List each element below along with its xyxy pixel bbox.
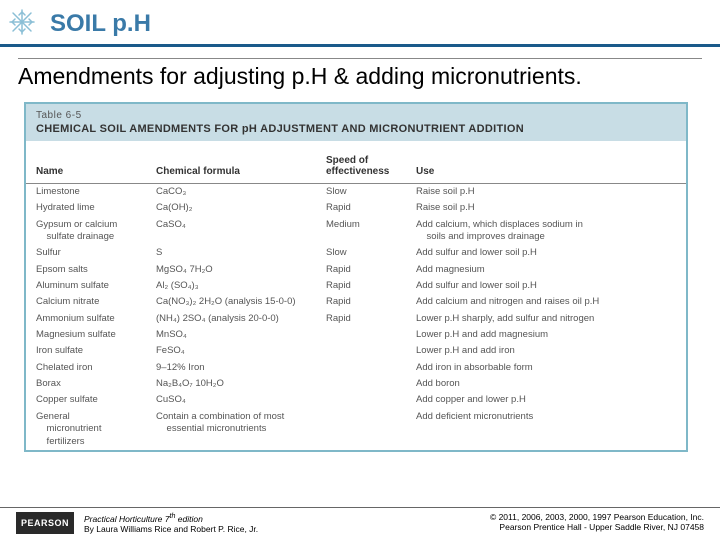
table-row: Aluminum sulfateAl₂ (SO₄)₃RapidAdd sulfu… [26,278,686,294]
cell-name: Aluminum sulfate [26,278,146,294]
table-row: Chelated iron9–12% Iron Add iron in absor… [26,360,686,376]
cell-speed [316,376,406,392]
cell-use: Add deficient micronutrients [406,409,686,450]
book-title: Practical Horticulture 7th edition [84,514,203,524]
cell-speed: Medium [316,217,406,246]
cell-formula: MnSO₄ [146,327,316,343]
cell-name: Epsom salts [26,262,146,278]
cell-formula: Na₂B₄O₇ 10H₂O [146,376,316,392]
cell-speed: Rapid [316,262,406,278]
footer-right: © 2011, 2006, 2003, 2000, 1997 Pearson E… [490,512,704,532]
col-header-name: Name [26,141,146,184]
cell-speed [316,392,406,408]
cell-name: Hydrated lime [26,200,146,216]
cell-name: Chelated iron [26,360,146,376]
table-row: BoraxNa₂B₄O₇ 10H₂O Add boron [26,376,686,392]
content-area: Amendments for adjusting p.H & adding mi… [0,47,720,452]
pearson-logo: PEARSON [16,512,74,534]
table-row: Copper sulfateCuSO₄ Add copper and lower … [26,392,686,408]
cell-speed: Slow [316,184,406,201]
table-row: Gypsum or calcium sulfate drainageCaSO₄M… [26,217,686,246]
snowflake-icon [8,8,36,36]
cell-speed: Rapid [316,200,406,216]
table-header-row: Name Chemical formula Speed of effective… [26,141,686,184]
table-row: General micronutrient fertilizersContain… [26,409,686,450]
cell-use: Raise soil p.H [406,184,686,201]
cell-speed: Rapid [316,311,406,327]
cell-use: Raise soil p.H [406,200,686,216]
table-row: Iron sulfateFeSO₄ Lower p.H and add iron [26,343,686,359]
title-bar: SOIL p.H [0,0,720,47]
cell-formula: (NH₄) 2SO₄ (analysis 20-0-0) [146,311,316,327]
col-header-speed: Speed of effectiveness [316,141,406,184]
table-title: CHEMICAL SOIL AMENDMENTS FOR pH ADJUSTME… [36,123,676,135]
cell-speed [316,327,406,343]
table-row: Magnesium sulfateMnSO₄ Lower p.H and add … [26,327,686,343]
cell-formula: CuSO₄ [146,392,316,408]
cell-use: Add sulfur and lower soil p.H [406,278,686,294]
cell-name: Ammonium sulfate [26,311,146,327]
col-header-formula: Chemical formula [146,141,316,184]
table-row: Hydrated limeCa(OH)₂RapidRaise soil p.H [26,200,686,216]
table-row: Calcium nitrateCa(NO₃)₂ 2H₂O (analysis 1… [26,294,686,310]
cell-formula: Al₂ (SO₄)₃ [146,278,316,294]
cell-formula: FeSO₄ [146,343,316,359]
divider [18,58,702,59]
footer: PEARSON Practical Horticulture 7th editi… [0,507,720,534]
cell-use: Lower p.H and add magnesium [406,327,686,343]
table-row: SulfurSSlowAdd sulfur and lower soil p.H [26,245,686,261]
cell-use: Add boron [406,376,686,392]
amendments-table: Name Chemical formula Speed of effective… [26,141,686,450]
cell-formula: Ca(NO₃)₂ 2H₂O (analysis 15-0-0) [146,294,316,310]
cell-speed [316,343,406,359]
imprint: Pearson Prentice Hall - Upper Saddle Riv… [499,522,704,532]
table-reference: Table 6-5 [36,110,676,121]
cell-formula: 9–12% Iron [146,360,316,376]
cell-name: Iron sulfate [26,343,146,359]
table-header-band: Table 6-5 CHEMICAL SOIL AMENDMENTS FOR p… [26,104,686,141]
table-frame: Table 6-5 CHEMICAL SOIL AMENDMENTS FOR p… [24,102,688,452]
cell-use: Add sulfur and lower soil p.H [406,245,686,261]
cell-name: Limestone [26,184,146,201]
table-row: Epsom saltsMgSO₄ 7H₂ORapidAdd magnesium [26,262,686,278]
cell-name: General micronutrient fertilizers [26,409,146,450]
col-header-use: Use [406,141,686,184]
cell-formula: MgSO₄ 7H₂O [146,262,316,278]
cell-speed: Rapid [316,294,406,310]
cell-formula: S [146,245,316,261]
speed-label-1: Speed of [326,155,368,166]
cell-formula: CaSO₄ [146,217,316,246]
cell-use: Add copper and lower p.H [406,392,686,408]
cell-use: Add calcium and nitrogen and raises oil … [406,294,686,310]
cell-name: Gypsum or calcium sulfate drainage [26,217,146,246]
cell-speed [316,409,406,450]
cell-name: Copper sulfate [26,392,146,408]
table-row: LimestoneCaCO₃SlowRaise soil p.H [26,184,686,201]
cell-formula: Contain a combination of most essential … [146,409,316,450]
speed-label-2: effectiveness [326,166,389,177]
cell-formula: Ca(OH)₂ [146,200,316,216]
cell-speed: Slow [316,245,406,261]
table-row: Ammonium sulfate(NH₄) 2SO₄ (analysis 20-… [26,311,686,327]
cell-name: Magnesium sulfate [26,327,146,343]
authors: By Laura Williams Rice and Robert P. Ric… [84,524,258,534]
subtitle: Amendments for adjusting p.H & adding mi… [18,63,696,90]
cell-use: Lower p.H sharply, add sulfur and nitrog… [406,311,686,327]
copyright: © 2011, 2006, 2003, 2000, 1997 Pearson E… [490,512,704,522]
cell-speed: Rapid [316,278,406,294]
cell-use: Add calcium, which displaces sodium in s… [406,217,686,246]
footer-left: Practical Horticulture 7th edition By La… [84,512,258,534]
cell-name: Sulfur [26,245,146,261]
cell-use: Add magnesium [406,262,686,278]
cell-speed [316,360,406,376]
page-title: SOIL p.H [50,10,720,38]
cell-formula: CaCO₃ [146,184,316,201]
cell-use: Lower p.H and add iron [406,343,686,359]
cell-name: Borax [26,376,146,392]
cell-use: Add iron in absorbable form [406,360,686,376]
cell-name: Calcium nitrate [26,294,146,310]
